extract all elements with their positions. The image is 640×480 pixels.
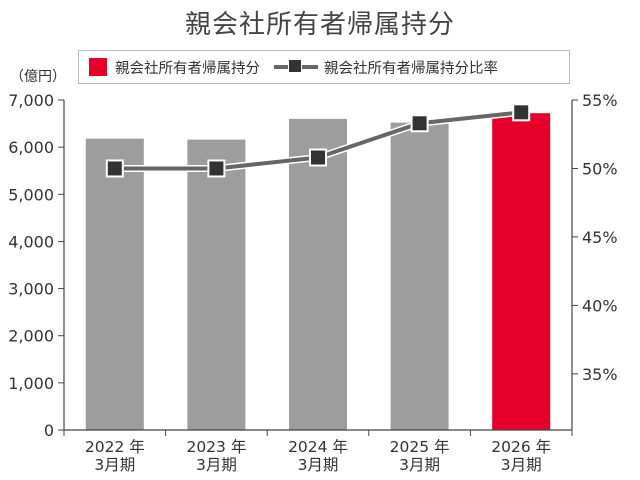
bar-2 bbox=[289, 118, 347, 430]
legend-swatch-equity bbox=[89, 58, 107, 76]
y-right-tick-label-4: 55% bbox=[582, 91, 618, 110]
x-tick-label-1: 2023 年 3月期 bbox=[186, 438, 246, 474]
ratio-marker-1 bbox=[207, 159, 226, 178]
y-right-tick-label-1: 40% bbox=[582, 296, 618, 315]
y-left-tick-label-6: 6,000 bbox=[8, 138, 54, 157]
legend-swatch-equity-ratio bbox=[274, 58, 318, 76]
legend-label-equity: 親会社所有者帰属持分 bbox=[115, 60, 260, 77]
ratio-marker-3 bbox=[410, 114, 429, 133]
bar-0 bbox=[85, 138, 144, 430]
y-right-tick-label-0: 35% bbox=[582, 365, 618, 384]
y-right-tick-label-3: 50% bbox=[582, 159, 618, 178]
ratio-marker-2 bbox=[309, 148, 327, 167]
chart-title: 親会社所有者帰属持分 bbox=[184, 10, 455, 40]
x-tick-label-4: 2026 年 3月期 bbox=[491, 438, 551, 474]
ratio-marker-4 bbox=[512, 103, 531, 122]
legend-item-equity: 親会社所有者帰属持分 bbox=[79, 57, 260, 78]
x-tick-label-0: 2022 年 3月期 bbox=[85, 438, 145, 474]
y-axis-unit-label: （億円） bbox=[10, 69, 66, 85]
y-left-tick-label-7: 7,000 bbox=[8, 91, 54, 110]
y-left-tick-label-3: 3,000 bbox=[8, 280, 54, 299]
x-tick-label-2: 2024 年 3月期 bbox=[288, 438, 348, 474]
x-tick-label-3: 2025 年 3月期 bbox=[390, 438, 450, 474]
y-left-tick-label-5: 5,000 bbox=[8, 185, 54, 204]
y-left-tick-label-0: 0 bbox=[44, 421, 54, 440]
bar-1 bbox=[187, 139, 246, 430]
bar-3 bbox=[390, 122, 449, 430]
y-left-tick-label-2: 2,000 bbox=[8, 327, 54, 346]
y-left-tick-label-1: 1,000 bbox=[8, 374, 54, 393]
legend-item-equity-ratio: 親会社所有者帰属持分比率 bbox=[260, 57, 498, 78]
y-right-tick-label-2: 45% bbox=[582, 228, 618, 247]
ratio-marker-0 bbox=[105, 159, 124, 178]
legend-label-equity-ratio: 親会社所有者帰属持分比率 bbox=[324, 60, 498, 77]
bar-4 bbox=[492, 113, 551, 430]
y-left-tick-label-4: 4,000 bbox=[8, 232, 54, 251]
chart-legend: 親会社所有者帰属持分 親会社所有者帰属持分比率 bbox=[78, 50, 570, 84]
